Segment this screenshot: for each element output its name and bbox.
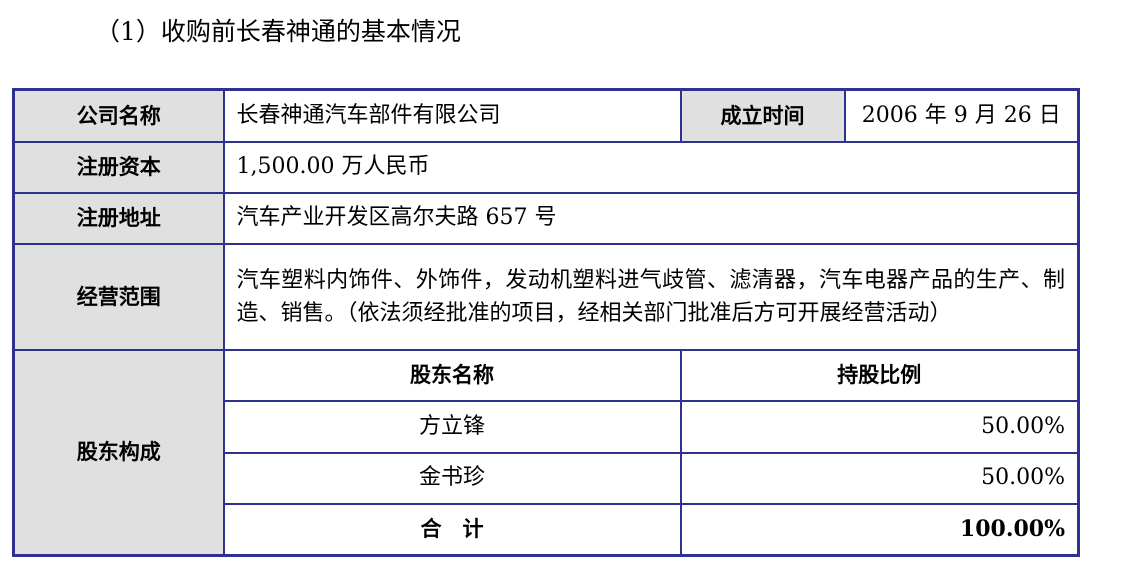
- total-label: 合 计: [222, 502, 682, 557]
- company-name-label: 公司名称: [12, 88, 225, 143]
- section-title: （1）收购前长春神通的基本情况: [95, 17, 461, 46]
- address: 汽车产业开发区高尔夫路 657 号: [222, 191, 1080, 245]
- address-label: 注册地址: [12, 191, 225, 245]
- scope-label: 经营范围: [12, 242, 225, 351]
- shareholders-label: 股东构成: [12, 348, 225, 557]
- total-ratio: 100.00%: [679, 502, 1080, 557]
- shareholder-name: 金书珍: [222, 451, 682, 505]
- founded-date: 2006 年 9 月 26 日: [843, 88, 1080, 143]
- company-name: 长春神通汽车部件有限公司: [222, 88, 682, 143]
- founded-label: 成立时间: [679, 88, 846, 143]
- table-row: 金书珍 50.00%: [14, 451, 1080, 505]
- share-ratio-header: 持股比例: [679, 348, 1080, 402]
- shareholder-name: 方立锋: [222, 399, 682, 454]
- company-info-table: 公司名称 长春神通汽车部件有限公司 成立时间 2006 年 9 月 26 日 注…: [12, 88, 1080, 557]
- capital: 1,500.00 万人民币: [222, 140, 1080, 194]
- capital-label: 注册资本: [12, 140, 225, 194]
- share-ratio: 50.00%: [679, 399, 1080, 454]
- business-scope: 汽车塑料内饰件、外饰件，发动机塑料进气歧管、滤清器，汽车电器产品的生产、制造、销…: [222, 242, 1080, 351]
- shareholder-name-header: 股东名称: [222, 348, 682, 402]
- share-ratio: 50.00%: [679, 451, 1080, 505]
- table-row: 方立锋 50.00%: [14, 399, 1080, 454]
